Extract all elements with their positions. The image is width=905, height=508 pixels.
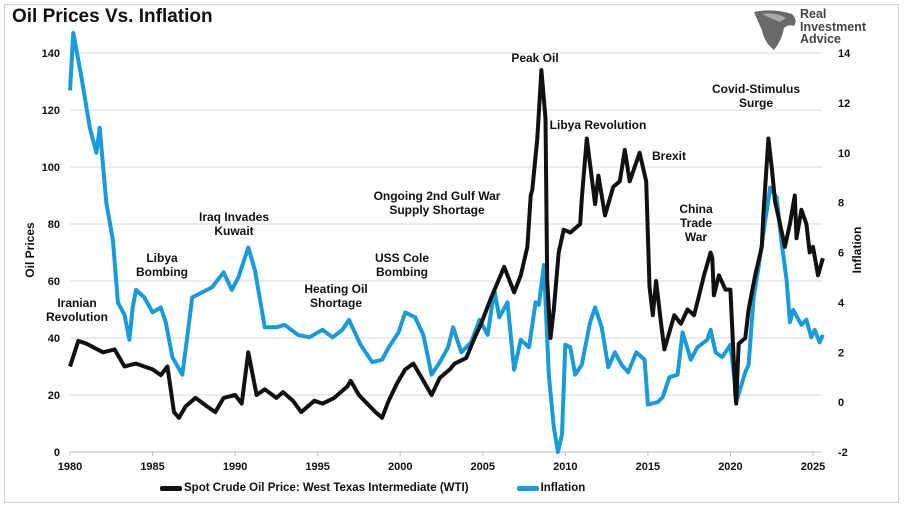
x-tick-label: 2010 — [553, 461, 577, 473]
x-tick-label: 1995 — [305, 461, 329, 473]
y-axis-label-right: Inflation — [850, 227, 864, 274]
annotation-label: Surge — [739, 96, 773, 110]
y-tick-right: 6 — [838, 248, 844, 260]
logo-line: Advice — [800, 32, 841, 46]
annotation-label: Libya Revolution — [550, 118, 647, 132]
y-tick-left: 100 — [42, 162, 60, 174]
annotation-label: Iranian — [57, 296, 96, 310]
y-tick-right: 10 — [838, 148, 850, 160]
annotation-label: Brexit — [652, 149, 686, 163]
annotation-label: China — [679, 202, 713, 216]
y-tick-right: 8 — [838, 198, 844, 210]
y-tick-right: 0 — [838, 397, 844, 409]
annotation-label: War — [685, 230, 708, 244]
y-tick-right: -2 — [838, 447, 848, 459]
logo-line: Real — [800, 7, 827, 21]
annotation-label: Revolution — [46, 310, 108, 324]
annotation-label: Ongoing 2nd Gulf War — [374, 189, 501, 203]
y-tick-left: 20 — [48, 390, 60, 402]
annotation-label: Iraq Invades — [199, 210, 269, 224]
x-tick-label: 2000 — [388, 461, 412, 473]
y-tick-left: 0 — [54, 447, 60, 459]
annotation-label: Kuwait — [214, 224, 253, 238]
annotation-label: Bombing — [376, 265, 428, 279]
annotation-label: USS Cole — [375, 251, 429, 265]
x-tick-label: 1980 — [58, 461, 82, 473]
y-tick-left: 60 — [48, 276, 60, 288]
annotation-label: Covid-Stimulus — [712, 82, 800, 96]
y-tick-left: 120 — [42, 105, 60, 117]
x-tick-label: 2005 — [471, 461, 495, 473]
annotation-label: Trade — [680, 216, 712, 230]
y-tick-right: 14 — [838, 48, 851, 60]
legend-swatch-oil — [160, 485, 182, 491]
annotation-label: Supply Shortage — [389, 203, 485, 217]
chart-frame — [4, 4, 899, 503]
chart-title: Oil Prices Vs. Inflation — [12, 6, 213, 27]
y-tick-left: 40 — [48, 333, 60, 345]
x-tick-label: 2025 — [801, 461, 825, 473]
annotation-label: Libya — [146, 251, 178, 265]
legend: Spot Crude Oil Price: West Texas Interme… — [160, 482, 585, 494]
annotation-label: Peak Oil — [511, 51, 558, 65]
inflation-line — [68, 31, 825, 454]
x-tick-label: 2020 — [718, 461, 742, 473]
legend-label-oil: Spot Crude Oil Price: West Texas Interme… — [184, 482, 469, 494]
logo-line: Investment — [800, 19, 866, 34]
legend-swatch-inflation — [516, 485, 539, 491]
y-axis-label-left: Oil Prices — [23, 222, 37, 278]
legend-label-inflation: Inflation — [540, 482, 586, 494]
y-tick-right: 12 — [838, 98, 850, 110]
logo-eagle-icon — [754, 10, 796, 50]
y-tick-left: 80 — [48, 219, 60, 231]
annotation-label: Shortage — [310, 296, 362, 310]
annotation-label: Heating Oil — [304, 282, 367, 296]
logo-text: Real Investment Advice — [800, 8, 866, 46]
y-tick-left: 140 — [42, 48, 60, 60]
x-tick-label: 1990 — [223, 461, 247, 473]
annotation-label: Bombing — [136, 265, 188, 279]
x-tick-label: 1985 — [140, 461, 164, 473]
y-tick-right: 2 — [838, 347, 844, 359]
x-tick-label: 2015 — [636, 461, 660, 473]
oil-price-line — [68, 68, 825, 420]
y-tick-right: 4 — [838, 297, 845, 309]
